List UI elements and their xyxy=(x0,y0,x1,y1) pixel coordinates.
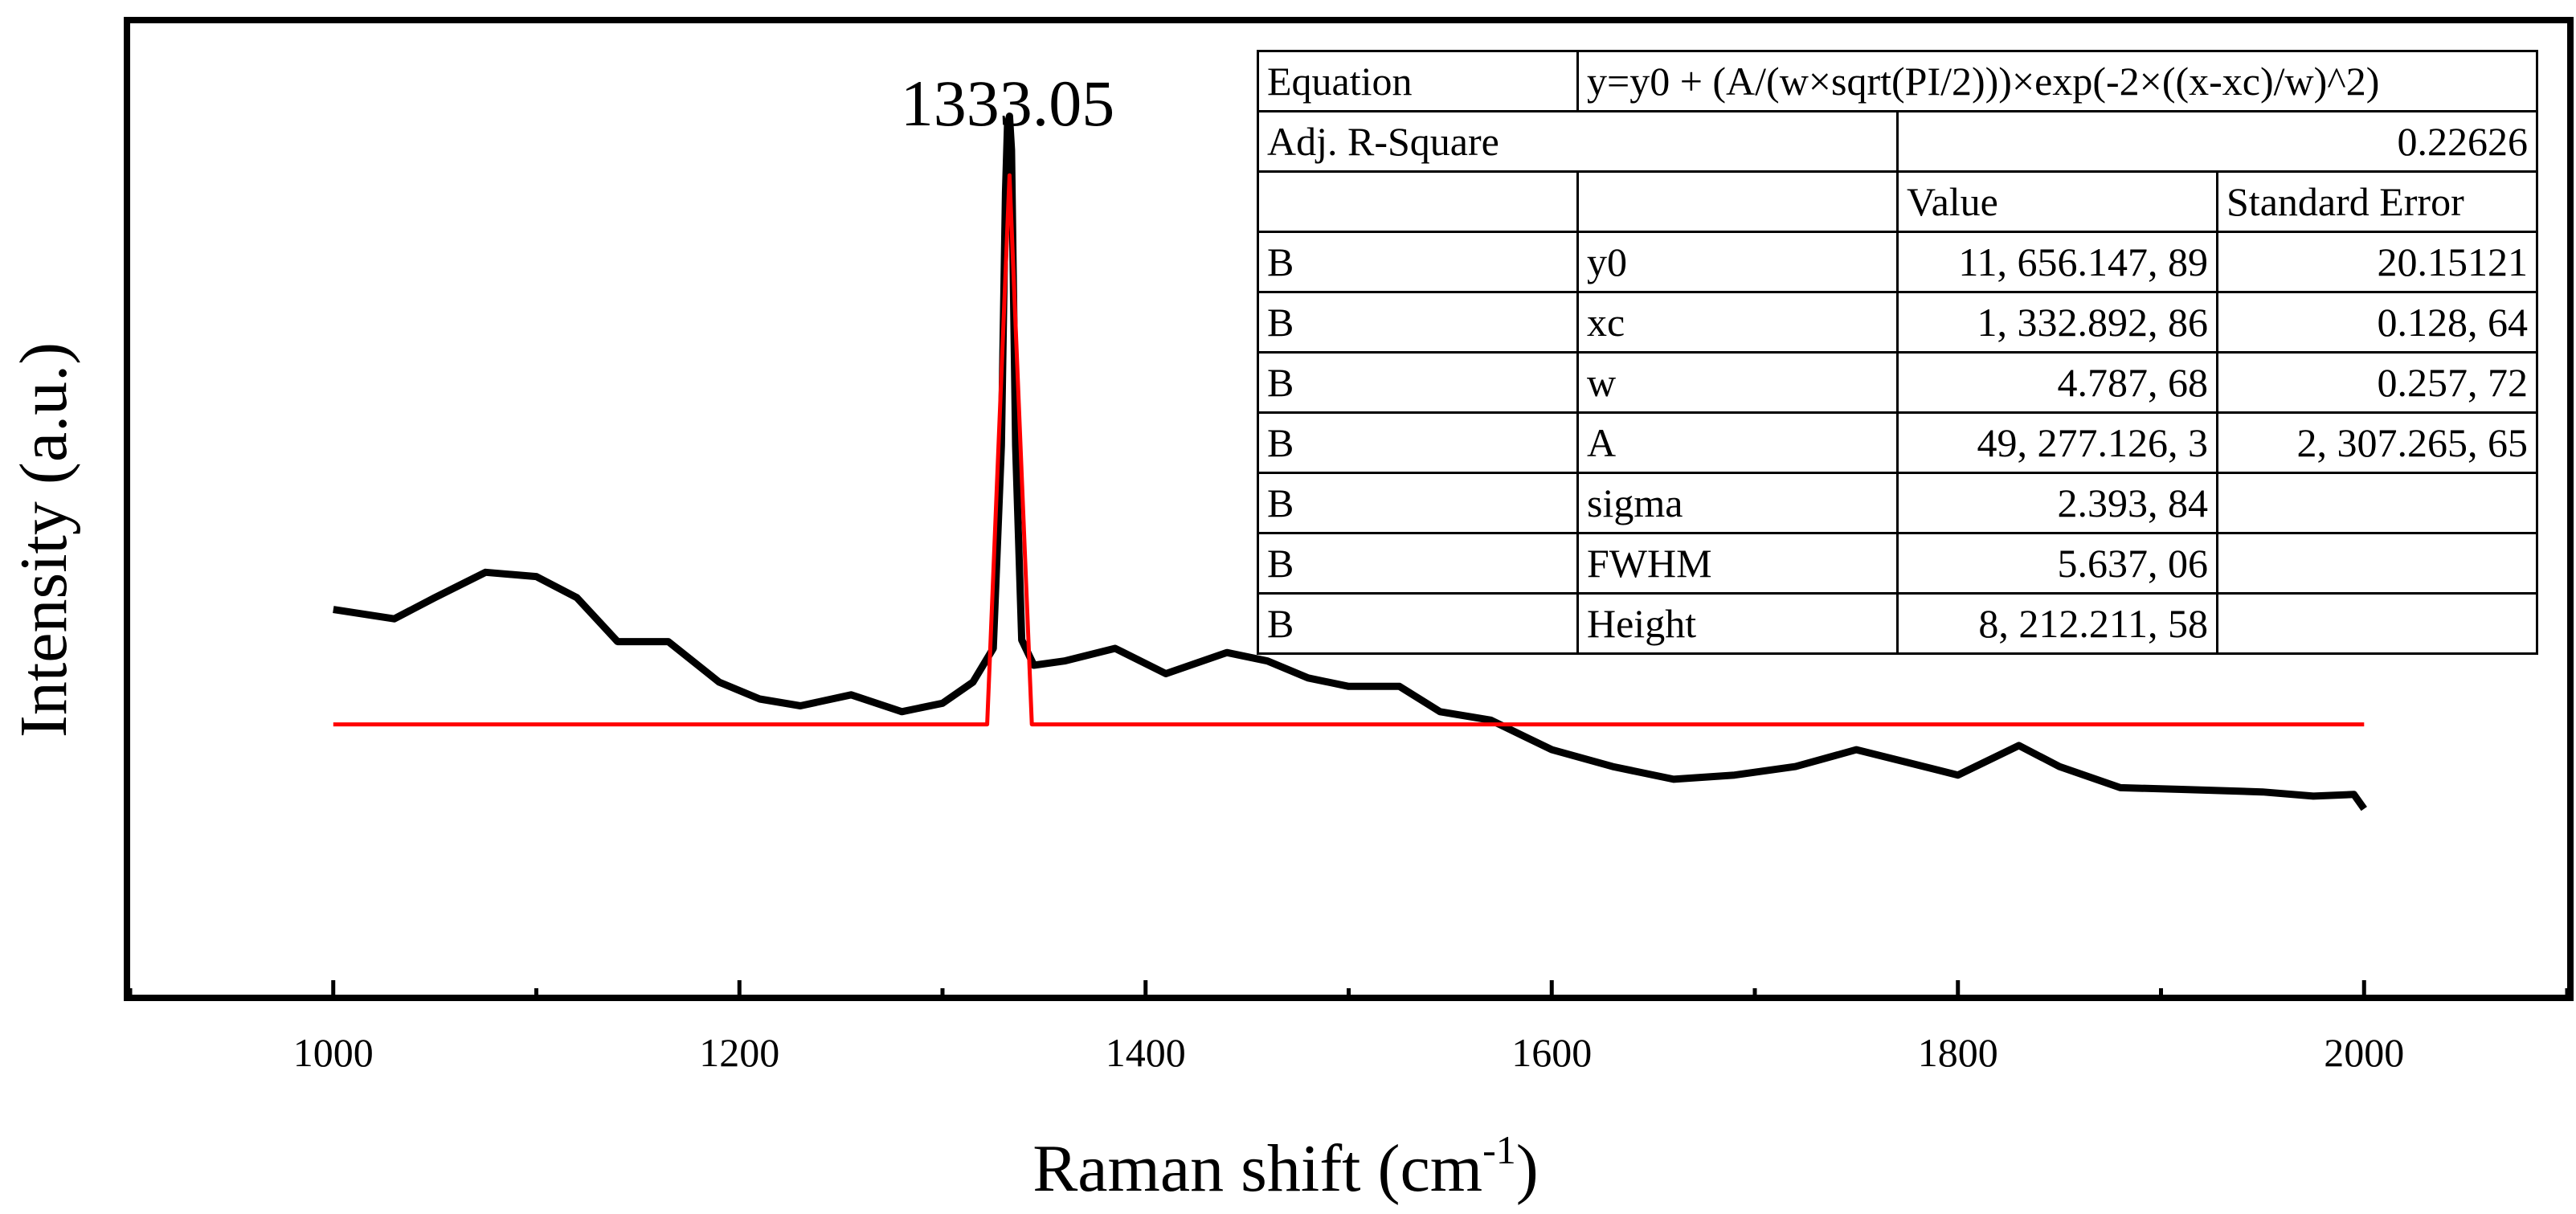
param-value: 11, 656.147, 89 xyxy=(1896,231,2218,293)
x-tick-label: 1400 xyxy=(1106,1030,1186,1075)
table-row: B sigma 2.393, 84 xyxy=(1257,472,2538,534)
param-name: sigma xyxy=(1576,472,1899,534)
table-row-header: Value Standard Error xyxy=(1257,170,2538,233)
table-row: B A 49, 277.126, 3 2, 307.265, 65 xyxy=(1257,411,2538,474)
header-blank-cell xyxy=(1576,170,1899,233)
table-row: B Height 8, 212.211, 58 xyxy=(1257,592,2538,655)
table-row: B FWHM 5.637, 06 xyxy=(1257,532,2538,595)
fit-results-table: Equation y=y0 + (A/(w×sqrt(PI/2)))×exp(-… xyxy=(1257,50,2538,655)
param-value: 2.393, 84 xyxy=(1896,472,2218,534)
param-name: w xyxy=(1576,351,1899,414)
x-tick-label: 1800 xyxy=(1918,1030,1998,1075)
header-standard-error: Standard Error xyxy=(2216,170,2538,233)
param-standard-error: 20.15121 xyxy=(2216,231,2538,293)
param-value: 4.787, 68 xyxy=(1896,351,2218,414)
param-group: B xyxy=(1257,472,1579,534)
x-tick-label: 1600 xyxy=(1511,1030,1592,1075)
param-value: 5.637, 06 xyxy=(1896,532,2218,595)
x-tick-label: 1200 xyxy=(699,1030,779,1075)
param-standard-error xyxy=(2216,472,2538,534)
param-group: B xyxy=(1257,351,1579,414)
param-standard-error: 0.257, 72 xyxy=(2216,351,2538,414)
param-name: xc xyxy=(1576,291,1899,354)
table-row: B y0 11, 656.147, 89 20.15121 xyxy=(1257,231,2538,293)
param-standard-error: 2, 307.265, 65 xyxy=(2216,411,2538,474)
param-group: B xyxy=(1257,532,1579,595)
x-axis-title-superscript: -1 xyxy=(1482,1127,1516,1172)
param-group: B xyxy=(1257,411,1579,474)
param-name: Height xyxy=(1576,592,1899,655)
x-axis-title: Raman shift (cm-1) xyxy=(1032,1127,1539,1206)
x-axis-ticks: 1000 1200 1400 1600 1800 2000 xyxy=(128,980,2570,1075)
y-axis-title: Intensity (a.u.) xyxy=(6,342,81,738)
param-value: 8, 212.211, 58 xyxy=(1896,592,2218,655)
param-name: A xyxy=(1576,411,1899,474)
param-name: y0 xyxy=(1576,231,1899,293)
param-standard-error xyxy=(2216,532,2538,595)
header-blank-cell xyxy=(1257,170,1579,233)
peak-label: 1333.05 xyxy=(901,67,1115,140)
table-row-adj-r-square: Adj. R-Square 0.22626 xyxy=(1257,110,2538,173)
param-value: 1, 332.892, 86 xyxy=(1896,291,2218,354)
x-tick-label: 1000 xyxy=(293,1030,374,1075)
equation-value: y=y0 + (A/(w×sqrt(PI/2)))×exp(-2×((x-xc)… xyxy=(1576,50,2538,112)
fit-line xyxy=(333,173,2365,727)
param-group: B xyxy=(1257,291,1579,354)
adj-r-square-label: Adj. R-Square xyxy=(1257,110,1899,173)
table-row: B w 4.787, 68 0.257, 72 xyxy=(1257,351,2538,414)
x-tick-label: 2000 xyxy=(2324,1030,2404,1075)
param-value: 49, 277.126, 3 xyxy=(1896,411,2218,474)
param-name: FWHM xyxy=(1576,532,1899,595)
adj-r-square-value: 0.22626 xyxy=(1896,110,2538,173)
header-value: Value xyxy=(1896,170,2218,233)
param-group: B xyxy=(1257,231,1579,293)
x-axis-title-end: ) xyxy=(1516,1131,1539,1206)
x-axis-title-main: Raman shift (cm xyxy=(1032,1131,1482,1206)
series-layer xyxy=(333,112,2367,811)
table-row: B xc 1, 332.892, 86 0.128, 64 xyxy=(1257,291,2538,354)
param-group: B xyxy=(1257,592,1579,655)
param-standard-error xyxy=(2216,592,2538,655)
equation-label: Equation xyxy=(1257,50,1579,112)
spectrum-line xyxy=(333,112,2367,811)
table-row-equation: Equation y=y0 + (A/(w×sqrt(PI/2)))×exp(-… xyxy=(1257,50,2538,112)
param-standard-error: 0.128, 64 xyxy=(2216,291,2538,354)
